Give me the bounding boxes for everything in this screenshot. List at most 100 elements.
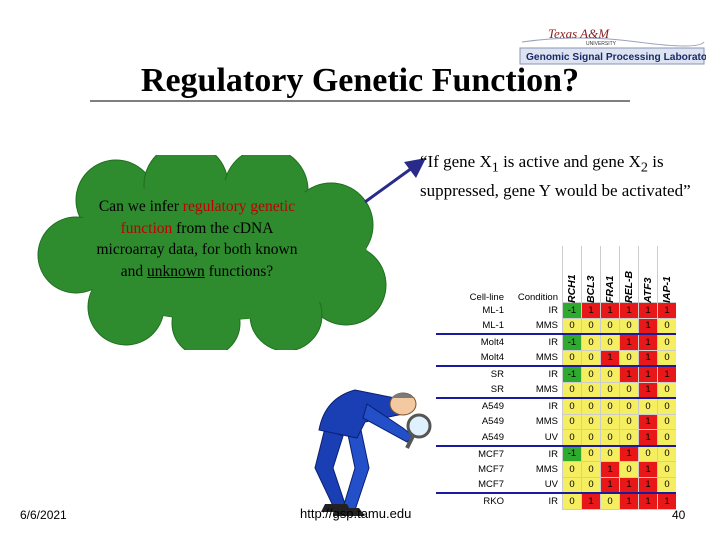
gsp-lab-logo: Texas A&M UNIVERSITY Genomic Signal Proc… xyxy=(519,26,706,65)
cloud-text-part5: functions? xyxy=(204,262,274,280)
expression-value: 1 xyxy=(619,493,639,510)
expression-value: 0 xyxy=(619,461,639,478)
expression-value: 0 xyxy=(657,382,676,399)
expression-value: 1 xyxy=(638,366,658,383)
expression-value: 0 xyxy=(657,398,676,415)
cloud-text-unknown: unknown xyxy=(147,262,205,280)
cloud-question: Can we infer regulatory genetic function… xyxy=(92,196,302,282)
expression-rows: ML-1 IR -1 1 1 1 1 1 ML-1 MMS 0 0 0 0 1 0 Molt4 IR -1 0 0 1 1 0… xyxy=(436,302,676,510)
expression-value: 1 xyxy=(638,429,658,447)
expression-value: 0 xyxy=(562,493,582,510)
cell-line: ML-1 xyxy=(482,304,504,316)
logo-university-word: UNIVERSITY xyxy=(586,41,617,47)
expression-value: 1 xyxy=(619,445,639,462)
condition: IR xyxy=(548,337,559,348)
expression-value: 0 xyxy=(581,461,601,478)
expression-value: 0 xyxy=(581,445,601,462)
expression-value: 1 xyxy=(638,382,658,399)
expression-value: 0 xyxy=(581,414,601,430)
expression-value: 0 xyxy=(657,461,676,478)
gene-label: BCL3 xyxy=(585,275,597,303)
gene-label: FRA1 xyxy=(604,275,616,303)
slide-title: Regulatory Genetic Function? xyxy=(140,62,580,99)
cell-line: A549 xyxy=(481,401,504,412)
quote-text: “If gene X1 is active and gene X2 is sup… xyxy=(420,150,710,202)
expression-value: -1 xyxy=(562,366,582,383)
expression-value: 1 xyxy=(619,302,639,319)
expression-value: -1 xyxy=(562,445,582,462)
expression-value: 0 xyxy=(581,350,601,367)
cell-line: SR xyxy=(436,382,508,399)
expression-value: 0 xyxy=(562,350,582,367)
expression-value: 0 xyxy=(600,382,620,399)
expression-value: 0 xyxy=(619,429,639,447)
table-row: Molt4 MMS 0 0 1 0 1 0 xyxy=(436,350,676,367)
condition: MMS xyxy=(508,350,563,367)
expression-value: 0 xyxy=(581,318,601,335)
expression-value: 0 xyxy=(600,429,620,447)
expression-value: 0 xyxy=(600,493,620,510)
expression-value: 0 xyxy=(657,429,676,447)
cell-line: A549 xyxy=(481,416,504,428)
expression-value: 0 xyxy=(638,398,658,415)
table-row: A549 UV 0 0 0 0 1 0 xyxy=(436,429,676,447)
expression-value: 0 xyxy=(600,366,620,383)
quote-part2: is active and gene X xyxy=(498,152,641,171)
expression-value: 1 xyxy=(657,366,676,383)
condition: IR xyxy=(548,401,559,412)
arrow-to-quote-icon xyxy=(364,158,426,204)
cell-line: RKO xyxy=(483,496,504,507)
expression-value: 0 xyxy=(581,477,601,494)
expression-value: 0 xyxy=(562,382,582,399)
condition: IR xyxy=(548,369,559,380)
footer-url: http://gsp.tamu.edu xyxy=(300,506,412,521)
expression-value: 1 xyxy=(638,350,658,367)
table-row: RKO IR 0 1 0 1 1 1 xyxy=(436,493,676,510)
expression-grid: Cell-line Condition RCH1 BCL3 FRA1 REL-B… xyxy=(436,246,676,510)
expression-value: 0 xyxy=(581,429,601,447)
expression-value: 1 xyxy=(638,493,658,510)
expression-value: 0 xyxy=(581,382,601,399)
expression-value: 0 xyxy=(562,477,582,494)
cell-line: Molt4 xyxy=(480,337,504,348)
expression-value: 1 xyxy=(638,318,658,335)
quote-sub1: 1 xyxy=(491,159,499,176)
condition: UV xyxy=(508,477,563,494)
expression-value: 0 xyxy=(581,398,601,415)
gene-label: RCH1 xyxy=(566,274,578,303)
logo-lab-name: Genomic Signal Processing Laboratory xyxy=(526,52,706,63)
expression-value: 1 xyxy=(600,477,620,494)
logo-university-name: Texas A&M xyxy=(548,26,610,41)
expression-value: 1 xyxy=(638,302,658,319)
expression-value: 1 xyxy=(638,334,658,351)
header-cell-line: Cell-line xyxy=(469,291,504,303)
table-row: A549 MMS 0 0 0 0 1 0 xyxy=(436,414,676,430)
expression-table: Cell-line Condition RCH1 BCL3 FRA1 REL-B… xyxy=(436,246,684,510)
header-condition: Condition xyxy=(517,291,558,303)
cell-line: ML-1 xyxy=(436,318,508,335)
expression-value: 0 xyxy=(562,398,582,415)
title-underline xyxy=(90,100,630,102)
expression-value: -1 xyxy=(562,334,582,351)
cloud-text-highlight: regulatory genetic function xyxy=(120,198,296,237)
header-gene-2: BCL3 xyxy=(581,246,601,303)
header-gene-6: IAP-1 xyxy=(657,246,676,303)
condition: IR xyxy=(548,304,559,316)
table-row: A549 IR 0 0 0 0 0 0 xyxy=(436,398,676,415)
table-row: SR MMS 0 0 0 0 1 0 xyxy=(436,382,676,399)
quote-part3: is suppressed, gene Y would be activated… xyxy=(420,152,691,201)
condition: IR xyxy=(548,448,559,460)
table-row: MCF7 MMS 0 0 1 0 1 0 xyxy=(436,461,676,478)
expression-value: 0 xyxy=(581,366,601,383)
header-gene-1: RCH1 xyxy=(562,246,582,303)
expression-value: 1 xyxy=(600,350,620,367)
expression-value: 0 xyxy=(562,429,582,447)
condition: MMS xyxy=(508,318,563,335)
expression-value: 0 xyxy=(619,382,639,399)
expression-value: 1 xyxy=(619,477,639,494)
expression-value: 0 xyxy=(619,398,639,415)
man-with-magnifier-icon xyxy=(314,389,432,516)
thought-cloud xyxy=(37,155,387,350)
table-row: SR IR -1 0 0 1 1 1 xyxy=(436,366,676,383)
header-gene-4: REL-B xyxy=(619,246,639,303)
